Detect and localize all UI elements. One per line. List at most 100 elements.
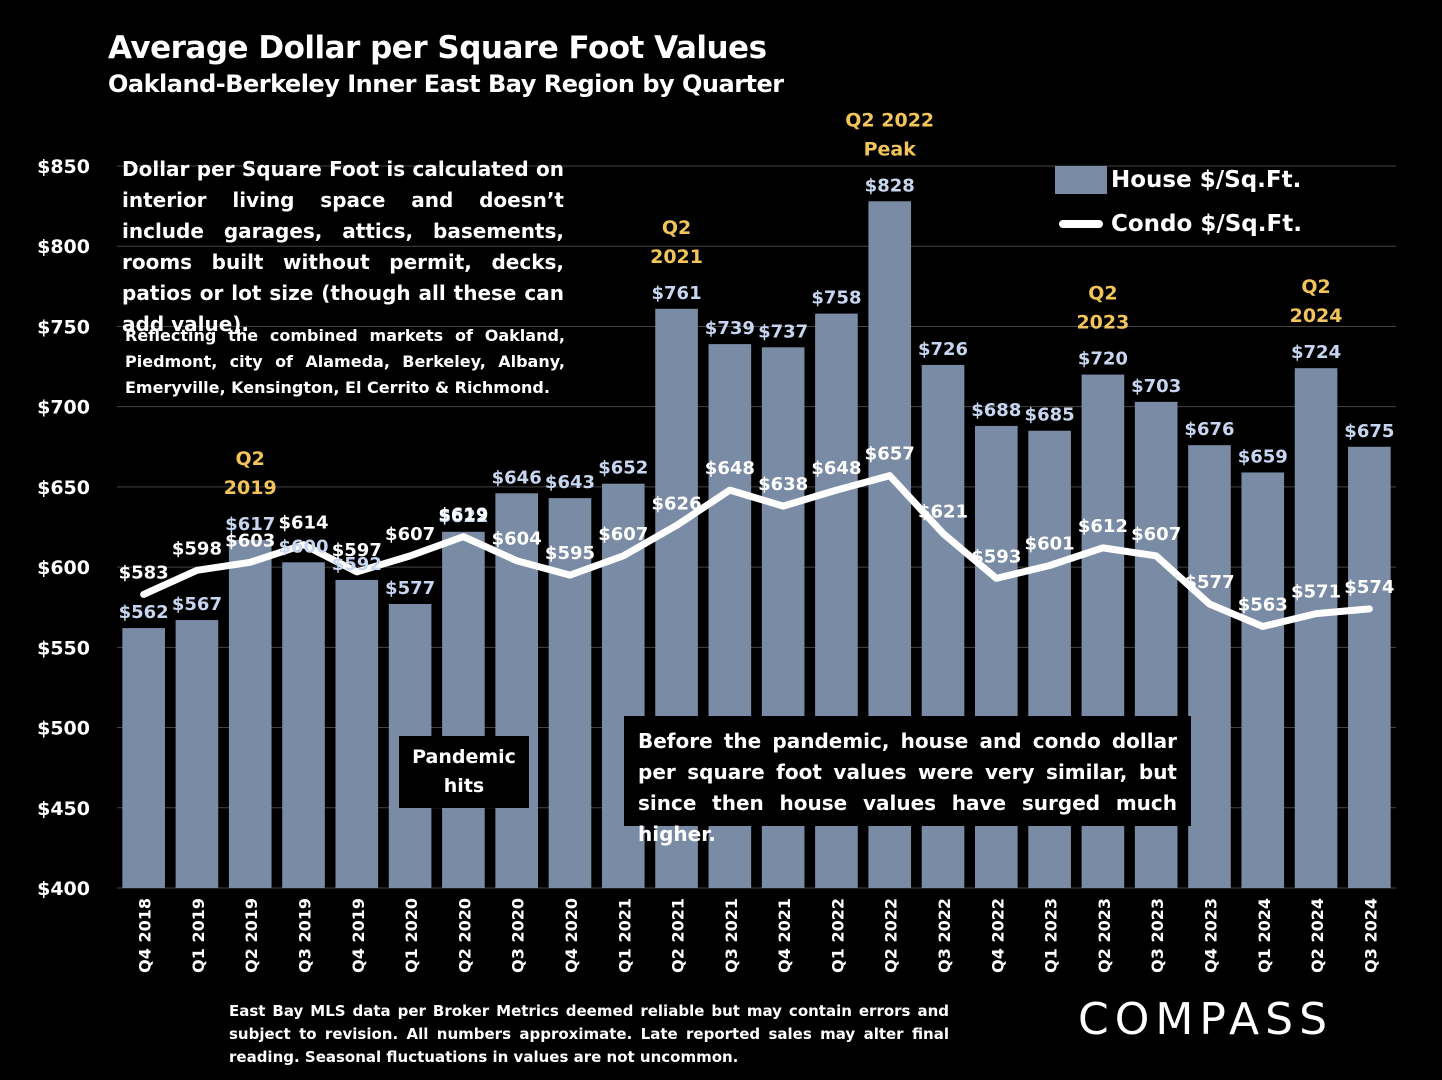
highlight-label: Q2 2022 [845, 109, 934, 131]
y-tick-label: $550 [37, 637, 90, 659]
pandemic-annotation: Pandemic hits [399, 736, 529, 808]
house-value-label: $622 [438, 506, 488, 527]
x-tick-label: Q2 2021 [669, 898, 688, 973]
x-tick-label: Q3 2019 [296, 898, 315, 973]
x-tick-label: Q4 2023 [1201, 898, 1220, 973]
house-value-label: $726 [918, 339, 968, 360]
house-bar [1348, 446, 1391, 888]
y-tick-label: $800 [37, 236, 90, 258]
condo-value-label: $597 [332, 540, 382, 561]
condo-value-label: $583 [119, 562, 169, 583]
condo-value-label: $601 [1025, 534, 1075, 555]
x-tick-label: Q1 2021 [615, 898, 634, 973]
y-tick-label: $750 [37, 316, 90, 338]
house-value-label: $685 [1025, 405, 1075, 426]
highlight-label: 2021 [650, 246, 703, 268]
highlight-label: Q2 [662, 217, 691, 239]
legend-item-condo: Condo $/Sq.Ft. [1055, 202, 1302, 246]
house-bar [122, 628, 165, 888]
y-tick-label: $850 [37, 156, 90, 178]
condo-value-label: $598 [172, 538, 222, 559]
y-tick-label: $650 [37, 477, 90, 499]
highlight-label: Q2 [1301, 276, 1330, 298]
legend-swatch-house [1055, 166, 1107, 194]
condo-value-label: $607 [1131, 524, 1181, 545]
y-tick-label: $700 [37, 397, 90, 419]
highlight-label: 2019 [224, 477, 277, 499]
legend-label-house: House $/Sq.Ft. [1111, 167, 1302, 193]
x-tick-label: Q2 2019 [242, 898, 261, 973]
house-value-label: $646 [492, 467, 542, 488]
house-bar [282, 562, 325, 888]
x-tick-label: Q2 2020 [455, 898, 474, 973]
x-tick-label: Q4 2021 [775, 898, 794, 973]
x-tick-label: Q3 2020 [509, 898, 528, 973]
legend-swatch-condo [1059, 220, 1103, 228]
x-tick-label: Q3 2024 [1361, 898, 1380, 973]
x-tick-label: Q4 2022 [988, 898, 1007, 973]
highlight-label: Q2 [1088, 283, 1117, 305]
x-tick-label: Q1 2020 [402, 898, 421, 973]
house-bar [175, 620, 219, 888]
condo-value-label: $571 [1291, 582, 1341, 603]
house-value-label: $675 [1344, 421, 1394, 442]
x-tick-label: Q1 2024 [1255, 898, 1274, 973]
house-bar [1241, 472, 1285, 888]
chart-title: Average Dollar per Square Foot Values [108, 30, 767, 66]
y-tick-label: $600 [37, 557, 90, 579]
house-value-label: $652 [598, 458, 648, 479]
house-bar [1294, 368, 1338, 888]
house-value-label: $592 [332, 554, 382, 575]
x-tick-label: Q4 2018 [136, 898, 155, 973]
condo-value-label: $614 [278, 513, 328, 534]
condo-value-label: $603 [225, 530, 275, 551]
condo-value-label: $563 [1238, 594, 1288, 615]
house-value-label: $761 [652, 283, 702, 304]
x-tick-label: Q2 2023 [1095, 898, 1114, 973]
house-value-label: $828 [865, 175, 915, 196]
house-bar [548, 498, 592, 888]
condo-value-label: $638 [758, 474, 808, 495]
house-bar [1188, 445, 1231, 888]
condo-value-label: $607 [385, 524, 435, 545]
house-bar [228, 539, 272, 888]
house-value-label: $643 [545, 472, 595, 493]
house-value-label: $724 [1291, 342, 1341, 363]
house-bar [442, 531, 485, 888]
surge-annotation: Before the pandemic, house and condo dol… [624, 716, 1191, 846]
house-value-label: $562 [119, 602, 169, 623]
pandemic-annotation-text: Pandemic hits [412, 746, 516, 797]
x-tick-label: Q4 2019 [349, 898, 368, 973]
y-tick-label: $450 [37, 798, 90, 820]
condo-value-label: $595 [545, 543, 595, 564]
x-tick-label: Q4 2020 [562, 898, 581, 973]
highlight-label: 2023 [1076, 312, 1129, 334]
house-value-label: $703 [1131, 376, 1181, 397]
condo-value-label: $657 [865, 444, 915, 465]
legend-item-house: House $/Sq.Ft. [1055, 158, 1302, 202]
legend: House $/Sq.Ft. Condo $/Sq.Ft. [1055, 158, 1302, 246]
condo-value-label: $621 [918, 501, 968, 522]
condo-value-label: $604 [492, 529, 542, 550]
house-value-label: $739 [705, 318, 755, 339]
house-value-label: $688 [971, 400, 1021, 421]
condo-line [140, 472, 1373, 630]
condo-value-label: $577 [1184, 572, 1234, 593]
condo-value-label: $648 [705, 458, 755, 479]
x-tick-label: Q3 2023 [1148, 898, 1167, 973]
house-value-label: $676 [1184, 419, 1234, 440]
x-tick-label: Q1 2023 [1042, 898, 1061, 973]
x-tick-label: Q2 2024 [1308, 898, 1327, 973]
condo-value-label: $574 [1344, 577, 1394, 598]
house-value-label: $758 [811, 288, 861, 309]
house-value-label: $600 [278, 536, 328, 557]
house-value-label: $720 [1078, 349, 1128, 370]
condo-value-label: $612 [1078, 516, 1128, 537]
x-tick-label: Q2 2022 [882, 898, 901, 973]
markets-note: Reflecting the combined markets of Oakla… [125, 326, 565, 397]
highlight-label: Peak [864, 138, 917, 160]
condo-value-label: $648 [811, 458, 861, 479]
definition-note: Dollar per Square Foot is calculated on … [122, 157, 564, 336]
x-tick-label: Q3 2022 [935, 898, 954, 973]
house-value-label: $577 [385, 578, 435, 599]
